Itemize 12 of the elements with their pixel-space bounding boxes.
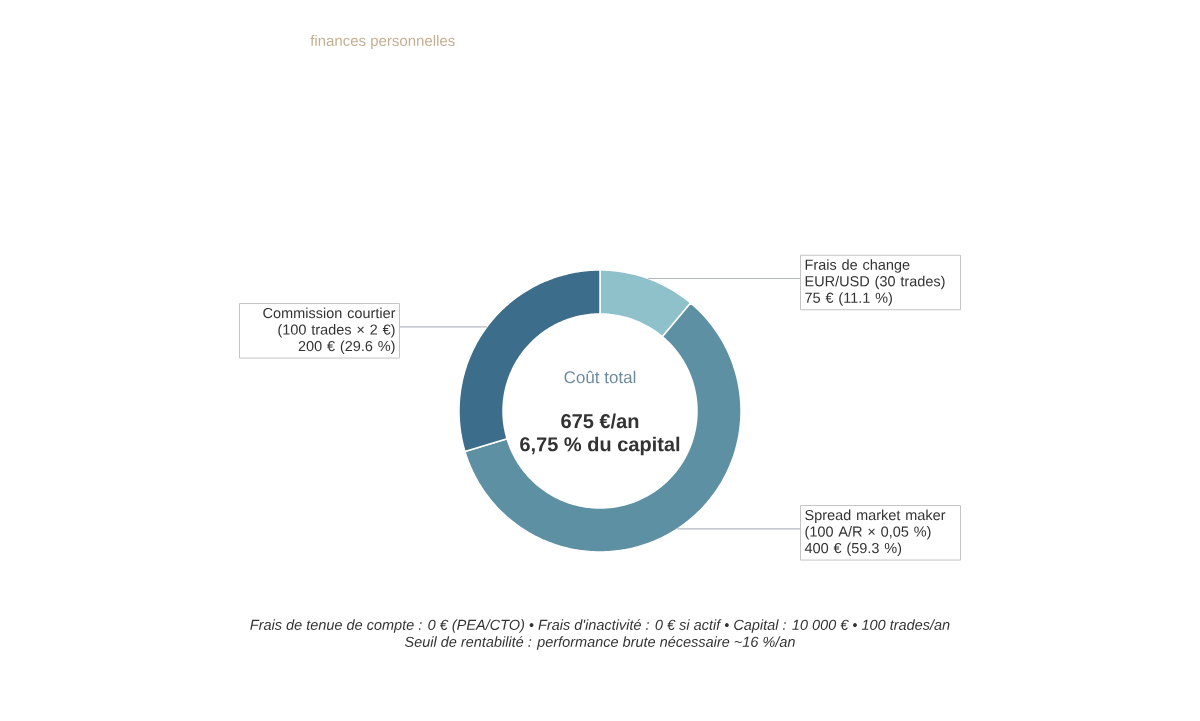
text: Seuil de rentabilité : performance brute nécessaire ~16 %/an xyxy=(404,636,795,650)
slice-label: Frais de change EUR/USD (30 trades) xyxy=(805,259,945,290)
text: 675 €/an xyxy=(561,413,639,429)
text: Coût total xyxy=(564,370,636,384)
text: Frais de tenue de compte : 0 € (PEA/CTO) • Frais d'inactivité : 0 € si actif • Capital : 10 000 € • 100 trades/an xyxy=(250,619,950,633)
slice-label: Commission courtier (100 trades × 2 €) xyxy=(263,307,396,338)
text: 6,75 % du capital xyxy=(520,436,680,456)
data-label: 75 € (11.1 %) xyxy=(805,292,892,306)
chart-subtitle: finances personnelles xyxy=(310,34,455,49)
data-label: 400 € (59.3 %) xyxy=(804,542,902,557)
data-label: 200 € (29.6 %) xyxy=(298,340,395,355)
slice-label: Spread market maker (100 A/R × 0,05 %) xyxy=(805,509,946,540)
